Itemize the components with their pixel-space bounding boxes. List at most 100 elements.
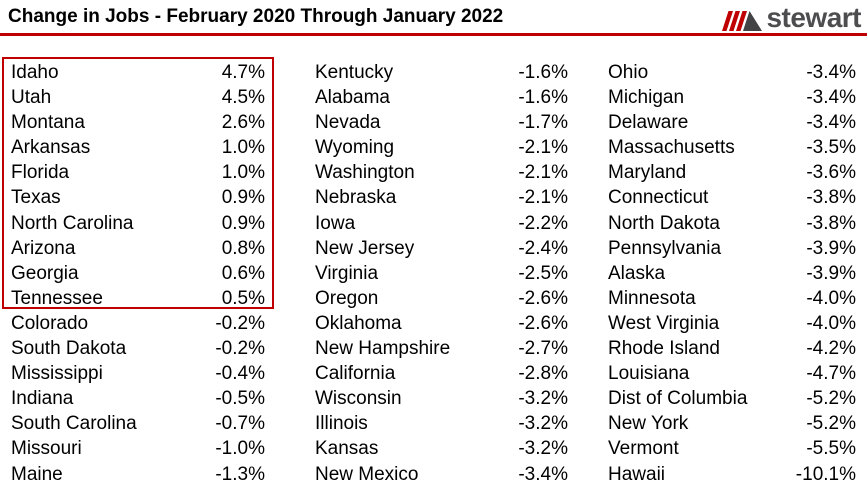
- table-row: Rhode Island -4.2%: [608, 336, 856, 361]
- state-value: -2.1%: [518, 137, 568, 159]
- state-name: Hawaii: [608, 463, 666, 485]
- state-name: Rhode Island: [608, 338, 720, 360]
- state-name: Oklahoma: [315, 312, 402, 334]
- state-value: -5.2%: [806, 413, 856, 435]
- state-name: Montana: [11, 112, 85, 134]
- state-name: Massachusetts: [608, 137, 735, 159]
- state-name: Maryland: [608, 162, 687, 184]
- state-value: 0.9%: [221, 212, 265, 234]
- table-row: Tennessee 0.5%: [11, 286, 265, 311]
- table-row: Texas 0.9%: [11, 185, 265, 210]
- state-value: -2.2%: [518, 212, 568, 234]
- table-row: Alabama -1.6%: [315, 85, 568, 110]
- state-name: Colorado: [11, 312, 89, 334]
- state-name: Maine: [11, 463, 63, 485]
- state-value: -2.8%: [518, 363, 568, 385]
- table-row: South Dakota -0.2%: [11, 336, 265, 361]
- state-value: -1.3%: [215, 463, 265, 485]
- state-name: South Carolina: [11, 413, 137, 435]
- state-value: -1.0%: [215, 438, 265, 460]
- state-name: Idaho: [11, 62, 59, 83]
- state-name: Arkansas: [11, 137, 91, 159]
- table-row: Alaska -3.9%: [608, 261, 856, 286]
- state-name: Utah: [11, 87, 52, 109]
- state-name: Nebraska: [315, 187, 397, 209]
- table-row: Dist of Columbia -5.2%: [608, 386, 856, 411]
- state-value: 2.6%: [221, 112, 265, 134]
- table-row: New Jersey -2.4%: [315, 236, 568, 261]
- state-name: Kansas: [315, 438, 379, 460]
- table-row: Connecticut -3.8%: [608, 185, 856, 210]
- state-value: 4.7%: [221, 62, 265, 83]
- table-row: Wisconsin -3.2%: [315, 386, 568, 411]
- table-row: Oregon -2.6%: [315, 286, 568, 311]
- table-row: North Carolina 0.9%: [11, 211, 265, 236]
- table-row: Georgia 0.6%: [11, 261, 265, 286]
- state-name: Nevada: [315, 112, 381, 134]
- state-name: Dist of Columbia: [608, 388, 748, 410]
- table-row: Minnesota -4.0%: [608, 286, 856, 311]
- state-name: Arizona: [11, 237, 76, 259]
- table-row: New Mexico -3.4%: [315, 462, 568, 487]
- stewart-logo-icon: [722, 10, 764, 32]
- table-row: California -2.8%: [315, 361, 568, 386]
- state-value: -1.6%: [518, 87, 568, 109]
- state-name: Kentucky: [315, 62, 394, 83]
- state-value: -0.2%: [215, 338, 265, 360]
- state-name: California: [315, 363, 396, 385]
- state-name: Illinois: [315, 413, 368, 435]
- state-name: Alaska: [608, 262, 666, 284]
- table-row: Nevada -1.7%: [315, 110, 568, 135]
- state-name: Alabama: [315, 87, 390, 109]
- state-name: Florida: [11, 162, 70, 184]
- table-row: Massachusetts -3.5%: [608, 135, 856, 160]
- state-value: -3.4%: [806, 87, 856, 109]
- page-title: Change in Jobs - February 2020 Through J…: [8, 6, 504, 27]
- state-value: -2.4%: [518, 237, 568, 259]
- state-value: 0.6%: [221, 262, 265, 284]
- state-name: Minnesota: [608, 287, 696, 309]
- table-row: Mississippi -0.4%: [11, 361, 265, 386]
- state-value: -0.5%: [215, 388, 265, 410]
- table-row: Washington -2.1%: [315, 160, 568, 185]
- state-value: -2.1%: [518, 187, 568, 209]
- jobs-table-column-3: Ohio -3.4% Michigan -3.4% Delaware -3.4%…: [608, 60, 856, 487]
- state-name: Georgia: [11, 262, 79, 284]
- table-row: Florida 1.0%: [11, 160, 265, 185]
- state-name: South Dakota: [11, 338, 127, 360]
- state-name: Virginia: [315, 262, 379, 284]
- table-row: Virginia -2.5%: [315, 261, 568, 286]
- state-name: Pennsylvania: [608, 237, 722, 259]
- state-name: Missouri: [11, 438, 82, 460]
- table-row: Kansas -3.2%: [315, 436, 568, 461]
- state-name: Tennessee: [11, 287, 103, 309]
- state-value: -3.4%: [518, 463, 568, 485]
- table-row: Wyoming -2.1%: [315, 135, 568, 160]
- state-name: Delaware: [608, 112, 689, 134]
- table-row: North Dakota -3.8%: [608, 211, 856, 236]
- state-value: -2.1%: [518, 162, 568, 184]
- state-value: -10.1%: [795, 463, 856, 485]
- table-row: New Hampshire -2.7%: [315, 336, 568, 361]
- state-value: 0.8%: [221, 237, 265, 259]
- state-name: New Jersey: [315, 237, 415, 259]
- table-row: Hawaii -10.1%: [608, 462, 856, 487]
- state-value: -1.7%: [518, 112, 568, 134]
- state-value: -4.2%: [806, 338, 856, 360]
- table-row: Montana 2.6%: [11, 110, 265, 135]
- table-row: West Virginia -4.0%: [608, 311, 856, 336]
- table-row: Maine -1.3%: [11, 462, 265, 487]
- table-row: Delaware -3.4%: [608, 110, 856, 135]
- state-name: Vermont: [608, 438, 679, 460]
- table-row: New York -5.2%: [608, 411, 856, 436]
- table-row: Ohio -3.4%: [608, 60, 856, 85]
- state-name: New Mexico: [315, 463, 419, 485]
- state-value: -3.8%: [806, 212, 856, 234]
- state-value: -3.6%: [806, 162, 856, 184]
- table-row: Idaho 4.7%: [11, 60, 265, 85]
- state-value: -5.5%: [806, 438, 856, 460]
- state-value: -3.9%: [806, 237, 856, 259]
- state-value: -0.4%: [215, 363, 265, 385]
- state-value: 4.5%: [221, 87, 265, 109]
- state-name: Iowa: [315, 212, 356, 234]
